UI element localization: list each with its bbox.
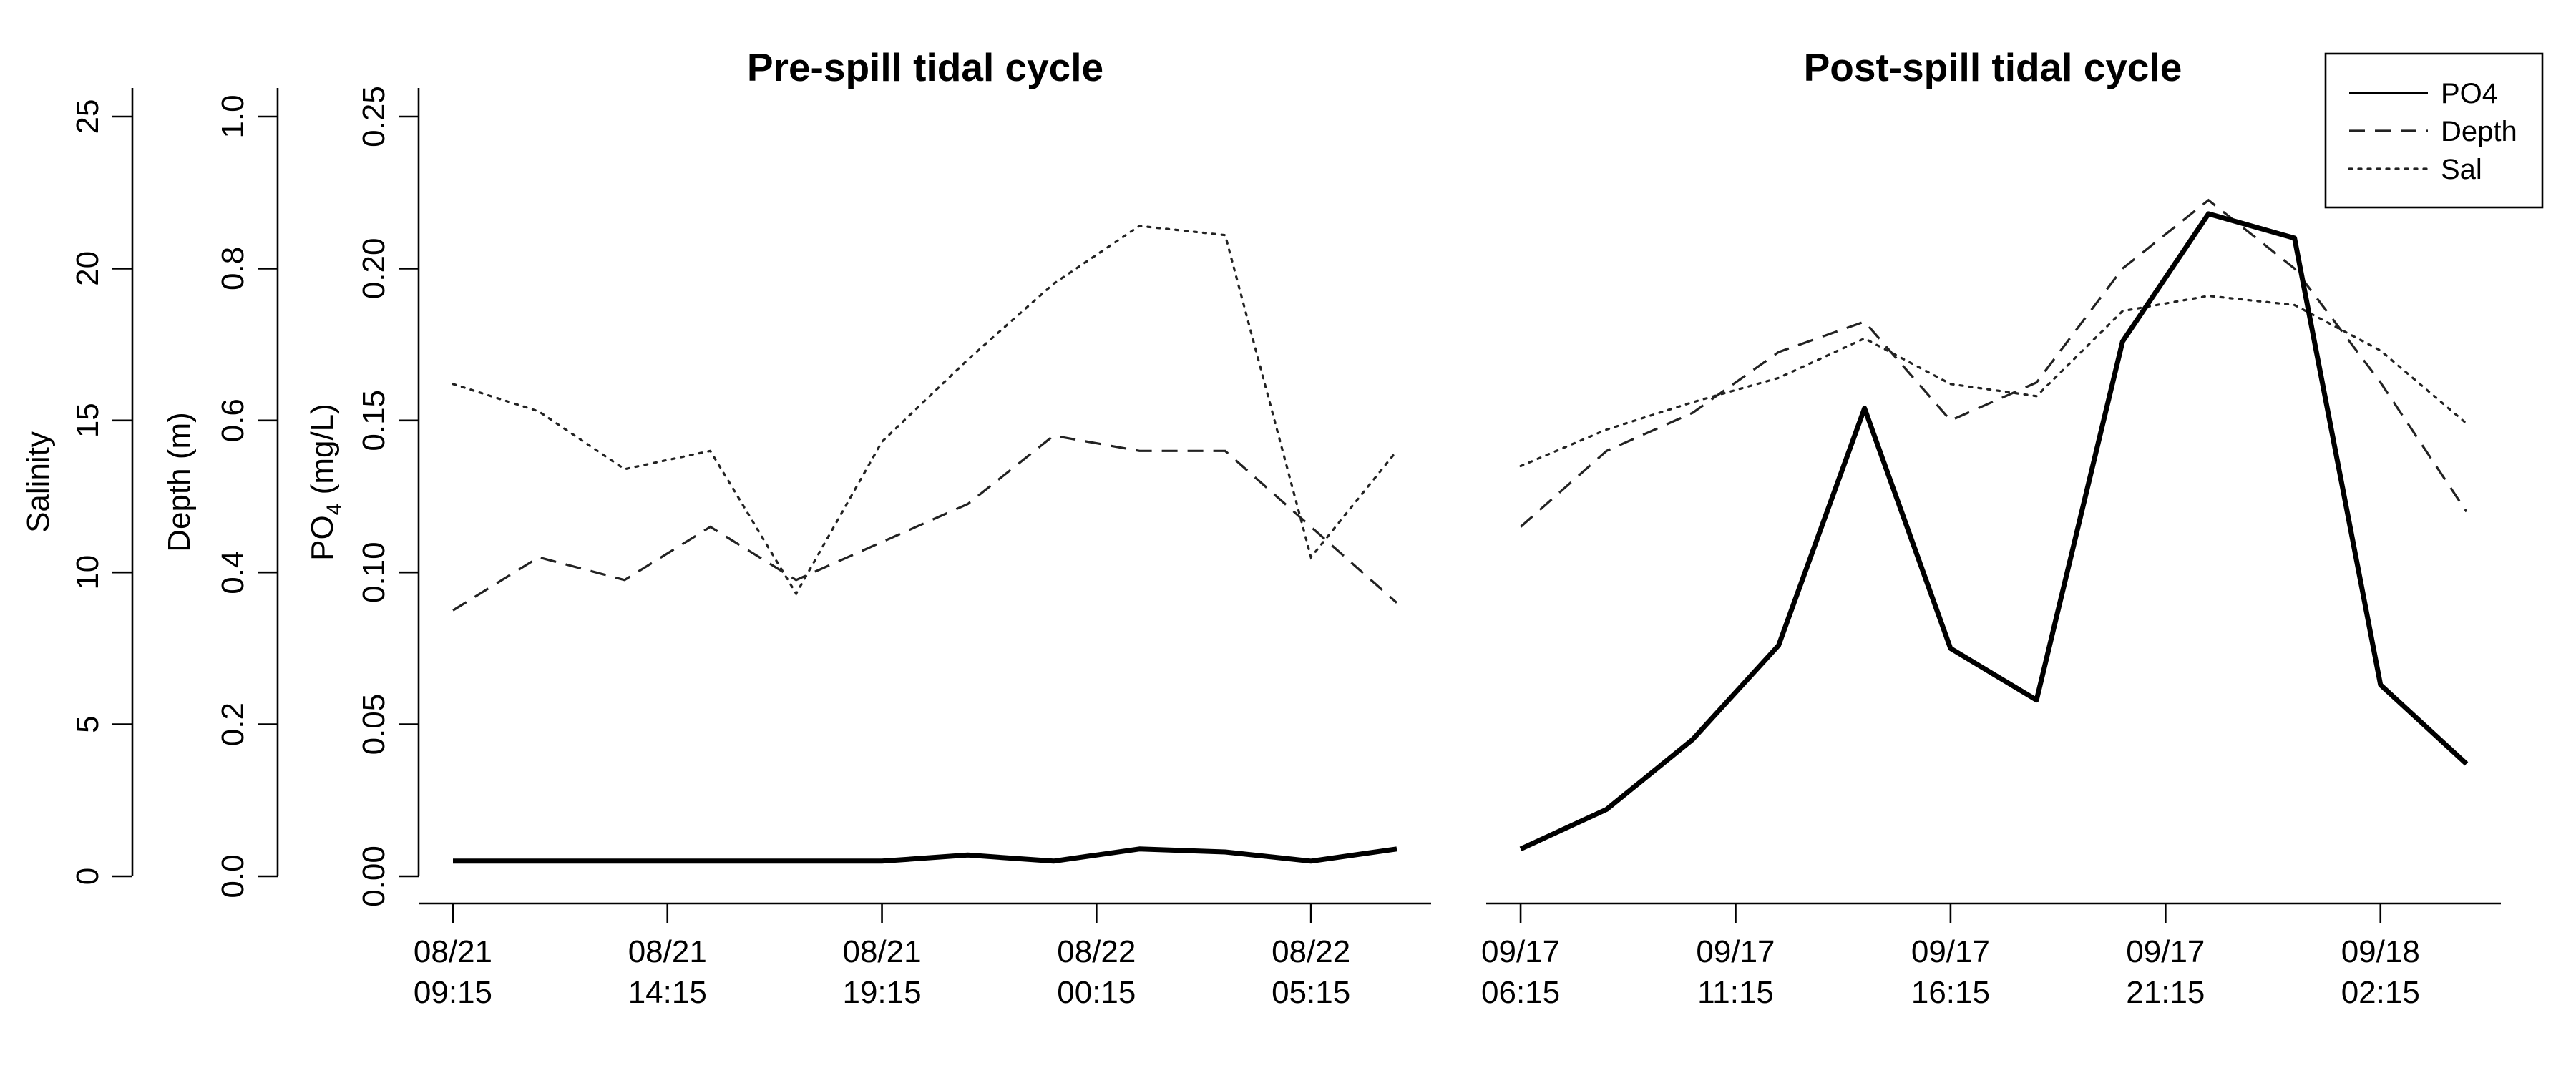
- salinity-tick-label: 20: [70, 251, 105, 286]
- salinity-tick-label: 5: [70, 715, 105, 733]
- post-spill-series-sal: [1519, 294, 2468, 468]
- post-spill-x-tick-label-date: 09/18: [2341, 934, 2420, 969]
- panel-post-spill-title: Post-spill tidal cycle: [1804, 45, 2182, 89]
- panel-pre-spill: Pre-spill tidal cycle 08/21 09:15 08/21 14:…: [414, 45, 1431, 1010]
- pre-spill-x-tick-label-time: 19:15: [842, 975, 921, 1010]
- post-spill-series-depth: [1520, 198, 2468, 528]
- pre-spill-series-depth: [452, 434, 1398, 612]
- po4-axis: 0.00 0.05 0.10 0.15 0.20 0.25 PO4 (mg/L): [305, 86, 420, 907]
- post-spill-x-tick-label-time: 11:15: [1697, 975, 1774, 1010]
- depth-axis: 0.0 0.2 0.4 0.6 0.8 1.0 Depth (m): [162, 88, 279, 898]
- post-spill-x-tick-label-date: 09/17: [1481, 934, 1560, 969]
- po4-tick-label: 0.00: [356, 846, 391, 907]
- salinity-tick-label: 10: [70, 555, 105, 590]
- pre-spill-x-tick-label-date: 08/21: [628, 934, 707, 969]
- depth-tick-label: 0.4: [215, 551, 250, 594]
- salinity-axis-label: Salinity: [21, 431, 56, 533]
- depth-axis-label: Depth (m): [162, 412, 197, 552]
- po4-tick-label: 0.05: [356, 694, 391, 755]
- pre-spill-series-po4: [453, 846, 1397, 864]
- po4-tick-label: 0.10: [356, 542, 391, 603]
- panel-post-spill: Post-spill tidal cycle 09/17 06:15 09/17 11…: [1481, 45, 2501, 1010]
- pre-spill-x-tick-label-time: 09:15: [414, 975, 492, 1010]
- po4-tick-label: 0.25: [356, 86, 391, 147]
- pre-spill-series-sal: [452, 225, 1398, 597]
- post-spill-series-po4: [1519, 211, 2469, 851]
- pre-spill-x-tick-label-time: 05:15: [1272, 975, 1350, 1010]
- depth-tick-label: 0.8: [215, 247, 250, 290]
- legend-depth-label: Depth: [2441, 116, 2517, 147]
- salinity-tick-label: 0: [70, 868, 105, 885]
- legend-po4-label: PO4: [2441, 78, 2498, 109]
- salinity-axis: 0 5 10 15 20 25 Salinity: [21, 88, 134, 885]
- post-spill-x-tick-label-time: 06:15: [1481, 975, 1560, 1010]
- post-spill-x-tick-label-time: 16:15: [1911, 975, 1990, 1010]
- depth-tick-label: 0.6: [215, 398, 250, 442]
- po4-tick-label: 0.15: [356, 390, 391, 451]
- salinity-tick-label: 15: [70, 403, 105, 438]
- depth-tick-label: 0.2: [215, 702, 250, 746]
- pre-spill-x-tick-label-time: 14:15: [628, 975, 707, 1010]
- post-spill-x-tick-label-time: 21:15: [2126, 975, 2205, 1010]
- pre-spill-x-tick-label-time: 00:15: [1057, 975, 1136, 1010]
- legend-sal-label: Sal: [2441, 154, 2482, 185]
- depth-tick-label: 0.0: [215, 854, 250, 898]
- post-spill-x-tick-label-date: 09/17: [1696, 934, 1775, 969]
- po4-tick-label: 0.20: [356, 238, 391, 300]
- po4-axis-label: PO4 (mg/L): [305, 403, 346, 561]
- post-spill-x-tick-label-date: 09/17: [1911, 934, 1990, 969]
- panel-pre-spill-title: Pre-spill tidal cycle: [747, 45, 1103, 89]
- legend: PO4 Depth Sal: [2324, 52, 2544, 209]
- pre-spill-x-tick-label-date: 08/21: [414, 934, 492, 969]
- pre-spill-x-tick-label-date: 08/22: [1272, 934, 1350, 969]
- post-spill-x-tick-label-time: 02:15: [2341, 975, 2420, 1010]
- salinity-tick-label: 25: [70, 99, 105, 134]
- post-spill-x-tick-label-date: 09/17: [2126, 934, 2205, 969]
- pre-spill-x-tick-label-date: 08/21: [842, 934, 921, 969]
- depth-tick-label: 1.0: [215, 94, 250, 138]
- pre-spill-x-tick-label-date: 08/22: [1057, 934, 1136, 969]
